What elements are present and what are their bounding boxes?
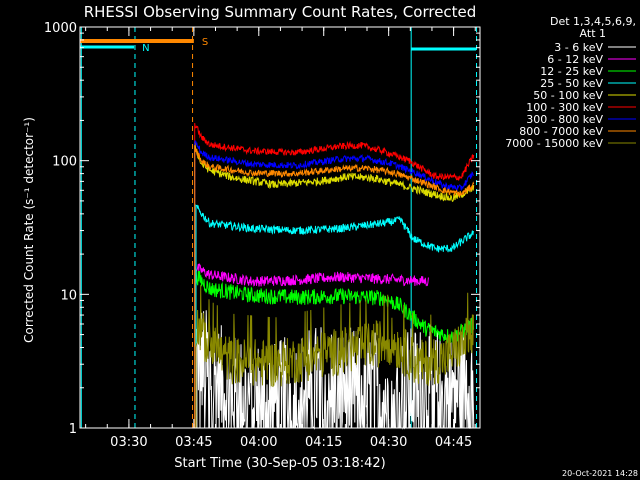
- footer-timestamp: 20-Oct-2021 14:28: [562, 469, 638, 478]
- legend-label-5: 100 - 300 keV: [526, 101, 603, 114]
- series-line-6: [194, 140, 475, 428]
- y-tick-label-1: 10: [60, 288, 77, 303]
- legend-label-8: 7000 - 15000 keV: [505, 137, 603, 150]
- x-tick-label-4: 04:30: [370, 435, 407, 450]
- flag-label-0: S: [202, 37, 208, 48]
- y-tick-label-0: 1: [69, 422, 77, 437]
- y-tick-label-2: 100: [52, 155, 77, 170]
- x-tick-label-0: 03:30: [110, 435, 147, 450]
- legend-label-7: 800 - 7000 keV: [519, 125, 603, 138]
- series-line-7: [194, 145, 475, 428]
- series-line-5: [194, 123, 475, 428]
- legend-header-2: Att 1: [580, 27, 606, 40]
- series-line-3: [195, 204, 474, 428]
- series-line-4: [194, 141, 475, 428]
- y-axis-label: Corrected Count Rate (s⁻¹ detector⁻¹): [22, 117, 36, 343]
- y-tick-label-3: 1000: [44, 21, 77, 36]
- x-tick-label-1: 03:45: [175, 435, 212, 450]
- legend-label-2: 12 - 25 keV: [540, 65, 603, 78]
- legend-header-1: Det 1,3,4,5,6,9,: [550, 15, 636, 28]
- legend-label-4: 50 - 100 keV: [533, 89, 603, 102]
- x-tick-label-3: 04:15: [305, 435, 342, 450]
- series-line-8: [195, 285, 474, 428]
- legend-label-1: 6 - 12 keV: [547, 53, 603, 66]
- legend-label-3: 25 - 50 keV: [540, 77, 603, 90]
- x-tick-label-2: 04:00: [240, 435, 277, 450]
- chart-title: RHESSI Observing Summary Count Rates, Co…: [84, 3, 477, 21]
- flag-label-1: N: [142, 43, 149, 54]
- x-tick-label-5: 04:45: [435, 435, 472, 450]
- legend-label-0: 3 - 6 keV: [554, 41, 603, 54]
- series-line-2: [194, 269, 475, 428]
- legend-label-6: 300 - 800 keV: [526, 113, 603, 126]
- series-line-1: [194, 262, 429, 428]
- x-axis-label: Start Time (30-Sep-05 03:18:42): [174, 456, 385, 471]
